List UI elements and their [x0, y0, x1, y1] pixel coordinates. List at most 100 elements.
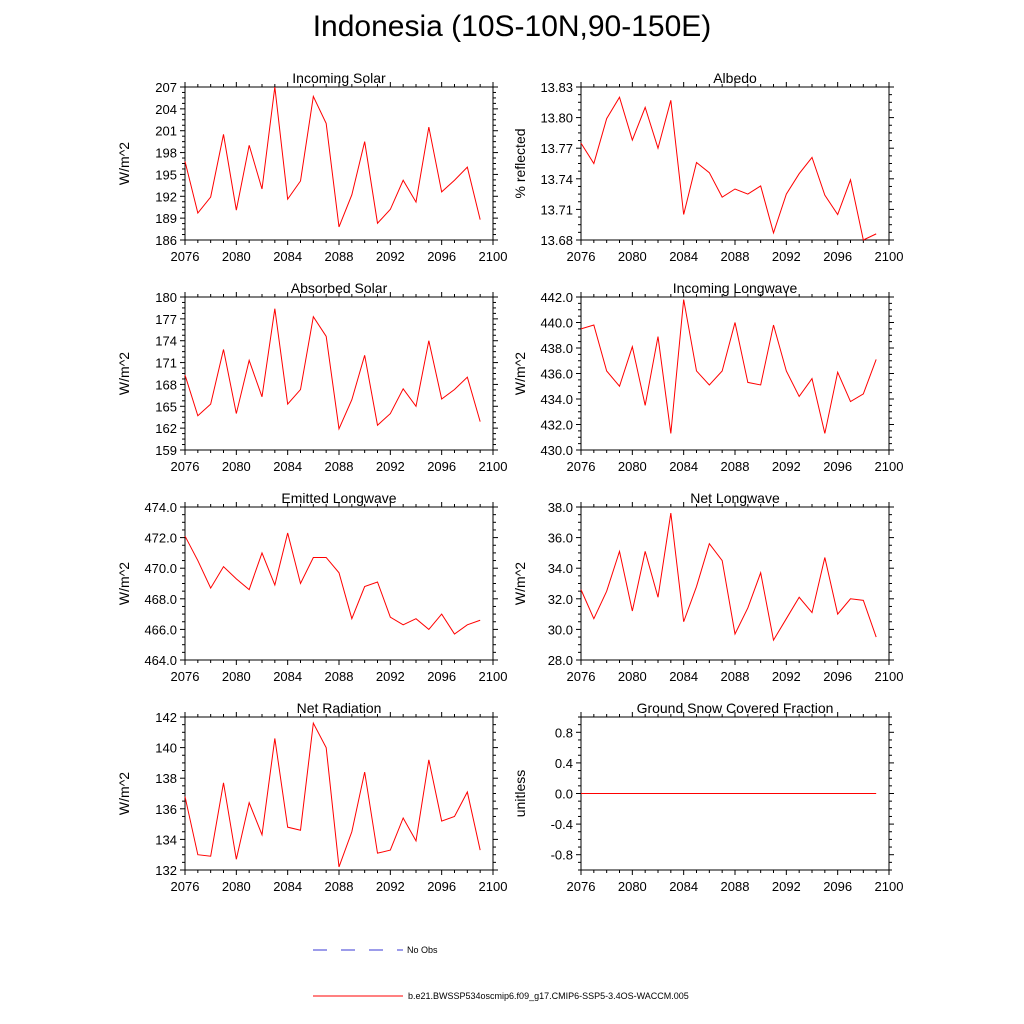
legend-no-obs-label: No Obs — [407, 945, 438, 955]
albedo-ytick-label: 13.77 — [540, 141, 573, 156]
net-radiation-title: Net Radiation — [297, 700, 382, 716]
ground-snow-covered-fraction-xtick-label: 2076 — [567, 879, 596, 894]
albedo-xtick-label: 2076 — [567, 249, 596, 264]
absorbed-solar-xtick-label: 2088 — [325, 459, 354, 474]
net-radiation-xtick-label: 2092 — [376, 879, 405, 894]
absorbed-solar-ytick-label: 180 — [155, 290, 177, 305]
incoming-longwave-ytick-label: 436.0 — [540, 367, 573, 382]
ground-snow-covered-fraction-ytick-label: 0.8 — [555, 725, 573, 740]
ground-snow-covered-fraction-ytick-label: 0.0 — [555, 787, 573, 802]
net-longwave-ytick-label: 32.0 — [548, 592, 573, 607]
net-radiation-xtick-label: 2076 — [171, 879, 200, 894]
emitted-longwave-xtick-label: 2080 — [222, 669, 251, 684]
ground-snow-covered-fraction-ylabel: unitless — [512, 770, 528, 817]
albedo-title: Albedo — [713, 70, 757, 86]
net-longwave-xtick-label: 2080 — [618, 669, 647, 684]
incoming-longwave-xtick-label: 2080 — [618, 459, 647, 474]
incoming-solar-xtick-label: 2100 — [479, 249, 508, 264]
absorbed-solar-xtick-label: 2080 — [222, 459, 251, 474]
incoming-longwave-xtick-label: 2084 — [669, 459, 698, 474]
absorbed-solar-ytick-label: 162 — [155, 421, 177, 436]
net-longwave-xtick-label: 2076 — [567, 669, 596, 684]
albedo-ytick-label: 13.68 — [540, 233, 573, 248]
net-radiation-ytick-label: 140 — [155, 741, 177, 756]
albedo-xtick-label: 2088 — [721, 249, 750, 264]
net-radiation-ytick-label: 132 — [155, 863, 177, 878]
incoming-longwave-xtick-label: 2092 — [772, 459, 801, 474]
ground-snow-covered-fraction-xtick-label: 2096 — [823, 879, 852, 894]
emitted-longwave-panel: Emitted Longwave W/m^2 2076 2080 2084 2088 209… — [116, 490, 507, 684]
albedo-ytick-label: 13.74 — [540, 172, 573, 187]
emitted-longwave-ytick-label: 470.0 — [144, 561, 177, 576]
net-radiation-ylabel: W/m^2 — [116, 772, 132, 815]
net-radiation-ytick-label: 142 — [155, 710, 177, 725]
incoming-solar-ytick-label: 189 — [155, 211, 177, 226]
net-longwave-xtick-label: 2096 — [823, 669, 852, 684]
incoming-solar-xtick-label: 2096 — [427, 249, 456, 264]
incoming-solar-ytick-label: 207 — [155, 80, 177, 95]
ground-snow-covered-fraction-title: Ground Snow Covered Fraction — [637, 700, 834, 716]
albedo-series-line — [580, 95, 877, 241]
ground-snow-covered-fraction-xtick-label: 2092 — [772, 879, 801, 894]
absorbed-solar-xtick-label: 2092 — [376, 459, 405, 474]
incoming-solar-xtick-label: 2092 — [376, 249, 405, 264]
net-radiation-series-line — [184, 721, 481, 868]
net-longwave-ylabel: W/m^2 — [512, 562, 528, 605]
incoming-longwave-ytick-label: 440.0 — [540, 316, 573, 331]
absorbed-solar-xtick-label: 2096 — [427, 459, 456, 474]
incoming-solar-ytick-label: 201 — [155, 124, 177, 139]
net-longwave-xtick-label: 2084 — [669, 669, 698, 684]
incoming-solar-ytick-label: 195 — [155, 167, 177, 182]
albedo-ylabel: % reflected — [512, 128, 528, 198]
ground-snow-covered-fraction-xtick-label: 2100 — [875, 879, 904, 894]
absorbed-solar-ytick-label: 165 — [155, 399, 177, 414]
net-longwave-plot-frame — [580, 506, 890, 661]
incoming-solar-ylabel: W/m^2 — [116, 142, 132, 185]
albedo-ytick-label: 13.80 — [540, 111, 573, 126]
emitted-longwave-ytick-label: 474.0 — [144, 500, 177, 515]
incoming-longwave-ytick-label: 438.0 — [540, 341, 573, 356]
emitted-longwave-xtick-label: 2096 — [427, 669, 456, 684]
net-longwave-ytick-label: 38.0 — [548, 500, 573, 515]
absorbed-solar-ytick-label: 174 — [155, 334, 177, 349]
incoming-solar-ytick-label: 204 — [155, 102, 177, 117]
incoming-solar-xtick-label: 2088 — [325, 249, 354, 264]
net-radiation-ytick-label: 138 — [155, 771, 177, 786]
legend-model-label: b.e21.BWSSP534oscmip6.f09_g17.CMIP6-SSP5… — [408, 991, 689, 1001]
absorbed-solar-ylabel: W/m^2 — [116, 352, 132, 395]
net-radiation-panel: Net Radiation W/m^2 2076 2080 2084 2088 2092 20… — [116, 700, 507, 894]
incoming-longwave-ytick-label: 432.0 — [540, 418, 573, 433]
albedo-xtick-label: 2092 — [772, 249, 801, 264]
ground-snow-covered-fraction-xtick-label: 2084 — [669, 879, 698, 894]
incoming-longwave-ytick-label: 434.0 — [540, 392, 573, 407]
emitted-longwave-ytick-label: 468.0 — [144, 592, 177, 607]
incoming-longwave-plot-frame — [580, 296, 890, 451]
net-longwave-panel: Net Longwave W/m^2 2076 2080 2084 2088 2092 209… — [512, 490, 903, 684]
ground-snow-covered-fraction-xtick-label: 2080 — [618, 879, 647, 894]
absorbed-solar-title: Absorbed Solar — [291, 280, 388, 296]
incoming-longwave-ytick-label: 430.0 — [540, 443, 573, 458]
incoming-longwave-ytick-label: 442.0 — [540, 290, 573, 305]
incoming-longwave-ylabel: W/m^2 — [512, 352, 528, 395]
albedo-plot-frame — [580, 86, 890, 241]
incoming-longwave-xtick-label: 2076 — [567, 459, 596, 474]
net-longwave-ytick-label: 34.0 — [548, 561, 573, 576]
panels: Incoming Solar W/m^2 2076 2080 2084 2088 2092 2… — [116, 70, 903, 894]
albedo-ytick-label: 13.83 — [540, 80, 573, 95]
net-longwave-ytick-label: 28.0 — [548, 653, 573, 668]
net-radiation-plot-frame — [184, 716, 494, 871]
incoming-solar-ytick-label: 186 — [155, 233, 177, 248]
emitted-longwave-ytick-label: 472.0 — [144, 531, 177, 546]
net-radiation-xtick-label: 2080 — [222, 879, 251, 894]
emitted-longwave-ylabel: W/m^2 — [116, 562, 132, 605]
net-longwave-title: Net Longwave — [690, 490, 780, 506]
emitted-longwave-ytick-label: 466.0 — [144, 622, 177, 637]
absorbed-solar-ytick-label: 159 — [155, 443, 177, 458]
incoming-longwave-series-line — [580, 299, 877, 434]
albedo-panel: Albedo % reflected 2076 2080 2084 2088 2092 209… — [512, 70, 903, 264]
legend: No Obs b.e21.BWSSP534oscmip6.f09_g17.CMI… — [313, 945, 689, 1001]
emitted-longwave-xtick-label: 2076 — [171, 669, 200, 684]
emitted-longwave-xtick-label: 2088 — [325, 669, 354, 684]
net-radiation-ytick-label: 134 — [155, 832, 177, 847]
